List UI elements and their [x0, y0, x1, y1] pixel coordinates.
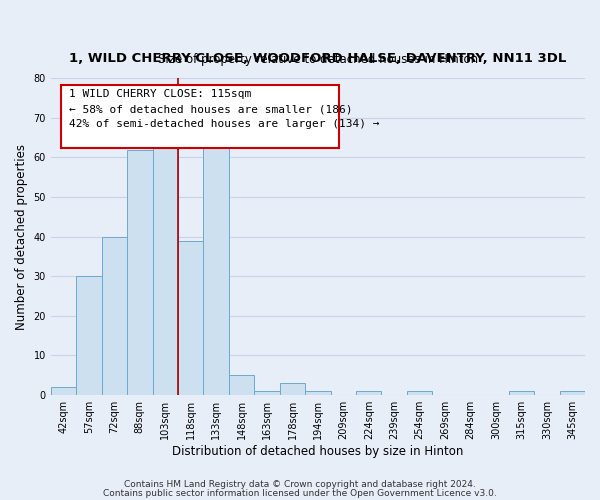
Bar: [229, 375, 254, 394]
Bar: [509, 391, 534, 394]
Text: Contains HM Land Registry data © Crown copyright and database right 2024.: Contains HM Land Registry data © Crown c…: [124, 480, 476, 489]
X-axis label: Distribution of detached houses by size in Hinton: Distribution of detached houses by size …: [172, 444, 464, 458]
Text: Contains public sector information licensed under the Open Government Licence v3: Contains public sector information licen…: [103, 488, 497, 498]
Bar: [254, 391, 280, 394]
Bar: [560, 391, 585, 394]
Text: Size of property relative to detached houses in Hinton: Size of property relative to detached ho…: [158, 52, 478, 66]
Bar: [127, 150, 152, 394]
Title: 1, WILD CHERRY CLOSE, WOODFORD HALSE, DAVENTRY, NN11 3DL: 1, WILD CHERRY CLOSE, WOODFORD HALSE, DA…: [69, 52, 566, 64]
Bar: [51, 387, 76, 394]
Bar: [305, 391, 331, 394]
Bar: [76, 276, 101, 394]
Bar: [407, 391, 433, 394]
Bar: [356, 391, 382, 394]
Bar: [101, 236, 127, 394]
Bar: [280, 383, 305, 394]
Bar: [178, 240, 203, 394]
Y-axis label: Number of detached properties: Number of detached properties: [15, 144, 28, 330]
Text: 1 WILD CHERRY CLOSE: 115sqm
← 58% of detached houses are smaller (186)
42% of se: 1 WILD CHERRY CLOSE: 115sqm ← 58% of det…: [70, 90, 380, 129]
Bar: [203, 134, 229, 394]
Bar: [152, 138, 178, 394]
FancyBboxPatch shape: [61, 84, 339, 148]
